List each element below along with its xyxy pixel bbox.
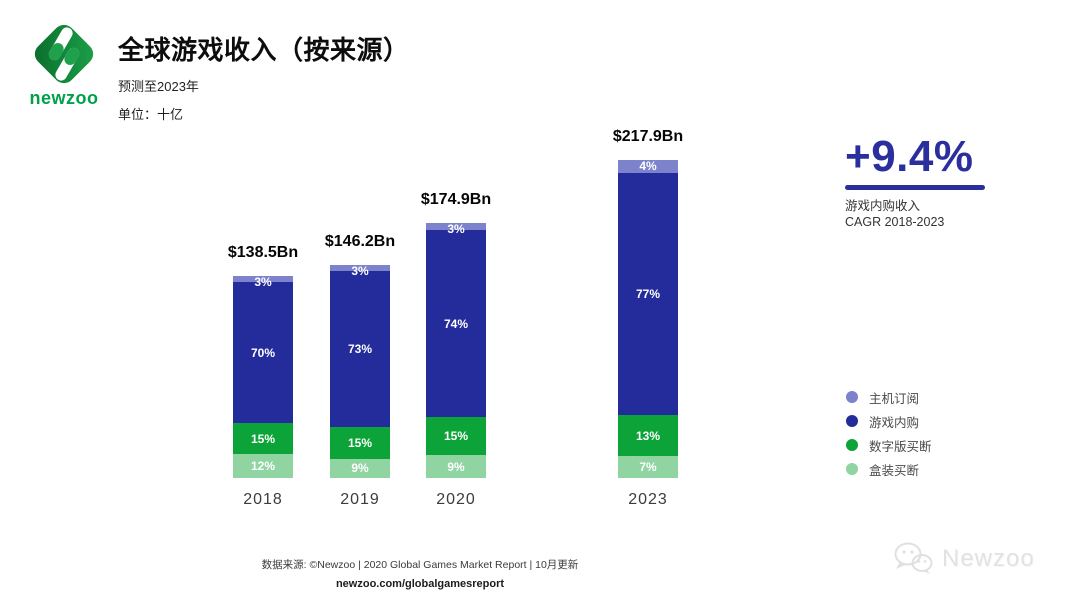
segment-盒装买断-2019: 9% bbox=[330, 458, 390, 478]
unit-label: 单位：十亿 bbox=[118, 107, 184, 122]
newzoo-wordmark: newzoo bbox=[29, 88, 99, 108]
bar-total-label: $146.2Bn bbox=[324, 232, 396, 250]
segment-percent-label: 15% bbox=[347, 435, 373, 450]
segment-主机订阅-2023: 4% bbox=[618, 160, 678, 173]
legend-dot bbox=[846, 439, 858, 451]
legend-item-数字版买断: 数字版买断 bbox=[846, 433, 932, 457]
cagr-description: 游戏内购收入 CAGR 2018-2023 bbox=[845, 198, 1045, 231]
segment-游戏内购-2018: 70% bbox=[233, 282, 293, 424]
stacked-bar-2023: $217.9Bn 7% 13% 77% 4% bbox=[613, 128, 683, 478]
segment-percent-label: 3% bbox=[351, 263, 369, 278]
segment-percent-label: 3% bbox=[447, 221, 465, 236]
segment-percent-label: 74% bbox=[443, 316, 469, 331]
legend-item-游戏内购: 游戏内购 bbox=[846, 409, 932, 433]
legend-label: 游戏内购 bbox=[869, 415, 920, 430]
segment-数字版买断-2020: 15% bbox=[426, 417, 486, 456]
segment-percent-label: 15% bbox=[250, 431, 276, 446]
segment-主机订阅-2018: 3% bbox=[233, 275, 293, 288]
segment-游戏内购-2019: 73% bbox=[330, 271, 390, 427]
x-axis-label-2023: 2023 bbox=[628, 491, 668, 508]
segment-percent-label: 9% bbox=[447, 459, 465, 474]
segment-盒装买断-2023: 7% bbox=[618, 456, 678, 478]
legend-item-主机订阅: 主机订阅 bbox=[846, 385, 932, 409]
legend-dot bbox=[846, 391, 858, 403]
segment-percent-label: 9% bbox=[351, 461, 369, 476]
x-axis-label-2018: 2018 bbox=[243, 491, 283, 508]
cagr-callout: +9.4% 游戏内购收入 CAGR 2018-2023 bbox=[845, 132, 1045, 231]
segment-游戏内购-2023: 77% bbox=[618, 172, 678, 416]
data-source-text: 数据来源: ©Newzoo | 2020 Global Games Market… bbox=[261, 559, 579, 571]
cagr-desc-line1: 游戏内购收入 bbox=[845, 199, 921, 214]
segment-percent-label: 77% bbox=[635, 286, 661, 301]
newzoo-logo: newzoo bbox=[26, 18, 102, 109]
x-axis-label-2019: 2019 bbox=[340, 491, 380, 508]
segment-主机订阅-2019: 3% bbox=[330, 264, 390, 277]
footer: 数据来源: ©Newzoo | 2020 Global Games Market… bbox=[0, 557, 840, 590]
page-title: 全球游戏收入（按来源） bbox=[118, 35, 410, 65]
segment-percent-label: 7% bbox=[639, 460, 657, 474]
stacked-bar-2020: $174.9Bn 9% 15% 74% 3% bbox=[421, 191, 491, 478]
stacked-bar-2018: $138.5Bn 12% 15% 70% 3% bbox=[228, 244, 298, 478]
chart-subtitle: 预测至2023年 bbox=[118, 79, 199, 94]
segment-percent-label: 12% bbox=[250, 458, 276, 473]
legend-label: 盒装买断 bbox=[869, 463, 920, 478]
bar-total-label: $138.5Bn bbox=[227, 243, 299, 261]
segment-游戏内购-2020: 74% bbox=[426, 230, 486, 418]
segment-percent-label: 70% bbox=[250, 345, 276, 360]
newzoo-logo-icon bbox=[34, 24, 94, 84]
segment-盒装买断-2018: 12% bbox=[233, 453, 293, 478]
legend-dot bbox=[846, 415, 858, 427]
x-axis-label-2020: 2020 bbox=[436, 491, 476, 508]
legend-label: 主机订阅 bbox=[869, 391, 920, 406]
bar-total-label: $217.9Bn bbox=[612, 128, 684, 145]
segment-主机订阅-2020: 3% bbox=[426, 222, 486, 235]
cagr-underline bbox=[845, 185, 985, 191]
segment-数字版买断-2023: 13% bbox=[618, 415, 678, 456]
wechat-watermark: Newzoo bbox=[892, 541, 1035, 577]
segment-percent-label: 4% bbox=[639, 159, 657, 174]
cagr-value: +9.4% bbox=[845, 132, 974, 181]
legend-dot bbox=[846, 463, 858, 475]
segment-percent-label: 73% bbox=[347, 341, 373, 356]
segment-percent-label: 13% bbox=[635, 428, 661, 443]
chart-legend: 主机订阅游戏内购数字版买断盒装买断 bbox=[846, 385, 932, 481]
segment-数字版买断-2019: 15% bbox=[330, 426, 390, 459]
bar-total-label: $174.9Bn bbox=[420, 190, 492, 208]
cagr-desc-line2: CAGR 2018-2023 bbox=[845, 215, 945, 230]
segment-percent-label: 3% bbox=[254, 274, 272, 289]
stacked-bar-2019: $146.2Bn 9% 15% 73% 3% bbox=[325, 233, 395, 478]
wechat-icon bbox=[894, 542, 933, 574]
watermark-label: Newzoo bbox=[942, 545, 1035, 572]
segment-percent-label: 15% bbox=[443, 429, 469, 444]
legend-label: 数字版买断 bbox=[869, 439, 932, 454]
report-url: newzoo.com/globalgamesreport bbox=[335, 578, 505, 590]
segment-数字版买断-2018: 15% bbox=[233, 423, 293, 454]
legend-item-盒装买断: 盒装买断 bbox=[846, 457, 932, 481]
segment-盒装买断-2020: 9% bbox=[426, 455, 486, 478]
